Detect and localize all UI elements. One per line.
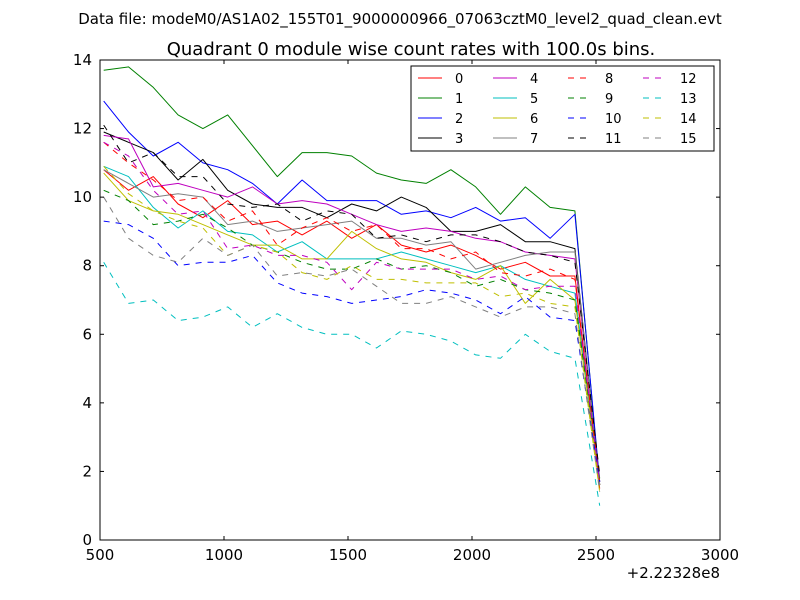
y-tick-label: 8	[82, 257, 92, 275]
series-line-15	[103, 196, 601, 493]
legend-box	[410, 65, 715, 152]
legend-label-0: 0	[455, 72, 463, 87]
legend-label-9: 9	[605, 92, 613, 107]
series-line-3	[103, 131, 601, 486]
series-line-6	[103, 172, 601, 486]
legend-label-14: 14	[680, 112, 697, 127]
series-line-2	[103, 100, 601, 482]
legend-label-12: 12	[680, 72, 697, 87]
x-tick-label: 500	[86, 546, 115, 564]
series-layer	[103, 66, 601, 506]
x-tick-label: 1000	[205, 546, 243, 564]
series-line-10	[103, 220, 601, 482]
series-line-13	[103, 262, 601, 506]
y-tick-label: 12	[73, 120, 92, 138]
series-line-7	[103, 169, 601, 486]
legend-label-11: 11	[605, 132, 622, 147]
legend-label-6: 6	[530, 112, 538, 127]
legend-label-7: 7	[530, 132, 538, 147]
legend-label-2: 2	[455, 112, 463, 127]
legend-label-10: 10	[605, 112, 622, 127]
suptitle: Data file: modeM0/AS1A02_155T01_90000009…	[78, 10, 722, 29]
y-tick-label: 4	[82, 394, 92, 412]
y-tick-label: 10	[73, 188, 92, 206]
legend-label-4: 4	[530, 72, 538, 87]
plot-frame	[99, 59, 721, 541]
x-tick-label: 1500	[329, 546, 367, 564]
series-line-12	[103, 141, 601, 482]
legend-label-8: 8	[605, 72, 613, 87]
y-tick-label: 2	[82, 462, 92, 480]
legend-label-5: 5	[530, 92, 538, 107]
legend-label-3: 3	[455, 132, 463, 147]
x-tick-labels: 500 1000 1500 2000 2500 3000	[86, 546, 739, 564]
x-tick-label: 2000	[453, 546, 491, 564]
legend-label-1: 1	[455, 92, 463, 107]
y-tick-label: 14	[73, 51, 92, 69]
series-line-14	[103, 165, 601, 493]
y-tick-label: 6	[82, 325, 92, 343]
series-line-8	[103, 141, 601, 482]
y-tick-label: 0	[82, 531, 92, 549]
series-line-1	[103, 66, 601, 486]
legend-label-15: 15	[680, 132, 697, 147]
legend-label-13: 13	[680, 92, 697, 107]
chart-title: Quadrant 0 module wise count rates with …	[167, 39, 656, 60]
x-axis-offset-label: +2.22328e8	[627, 564, 720, 582]
series-line-11	[103, 124, 601, 475]
y-tick-labels: 0 2 4 6 8 10 12 14	[73, 51, 92, 549]
x-tick-label: 3000	[701, 546, 739, 564]
series-line-0	[103, 169, 601, 489]
axis-ticks	[99, 59, 721, 541]
x-tick-label: 2500	[577, 546, 615, 564]
